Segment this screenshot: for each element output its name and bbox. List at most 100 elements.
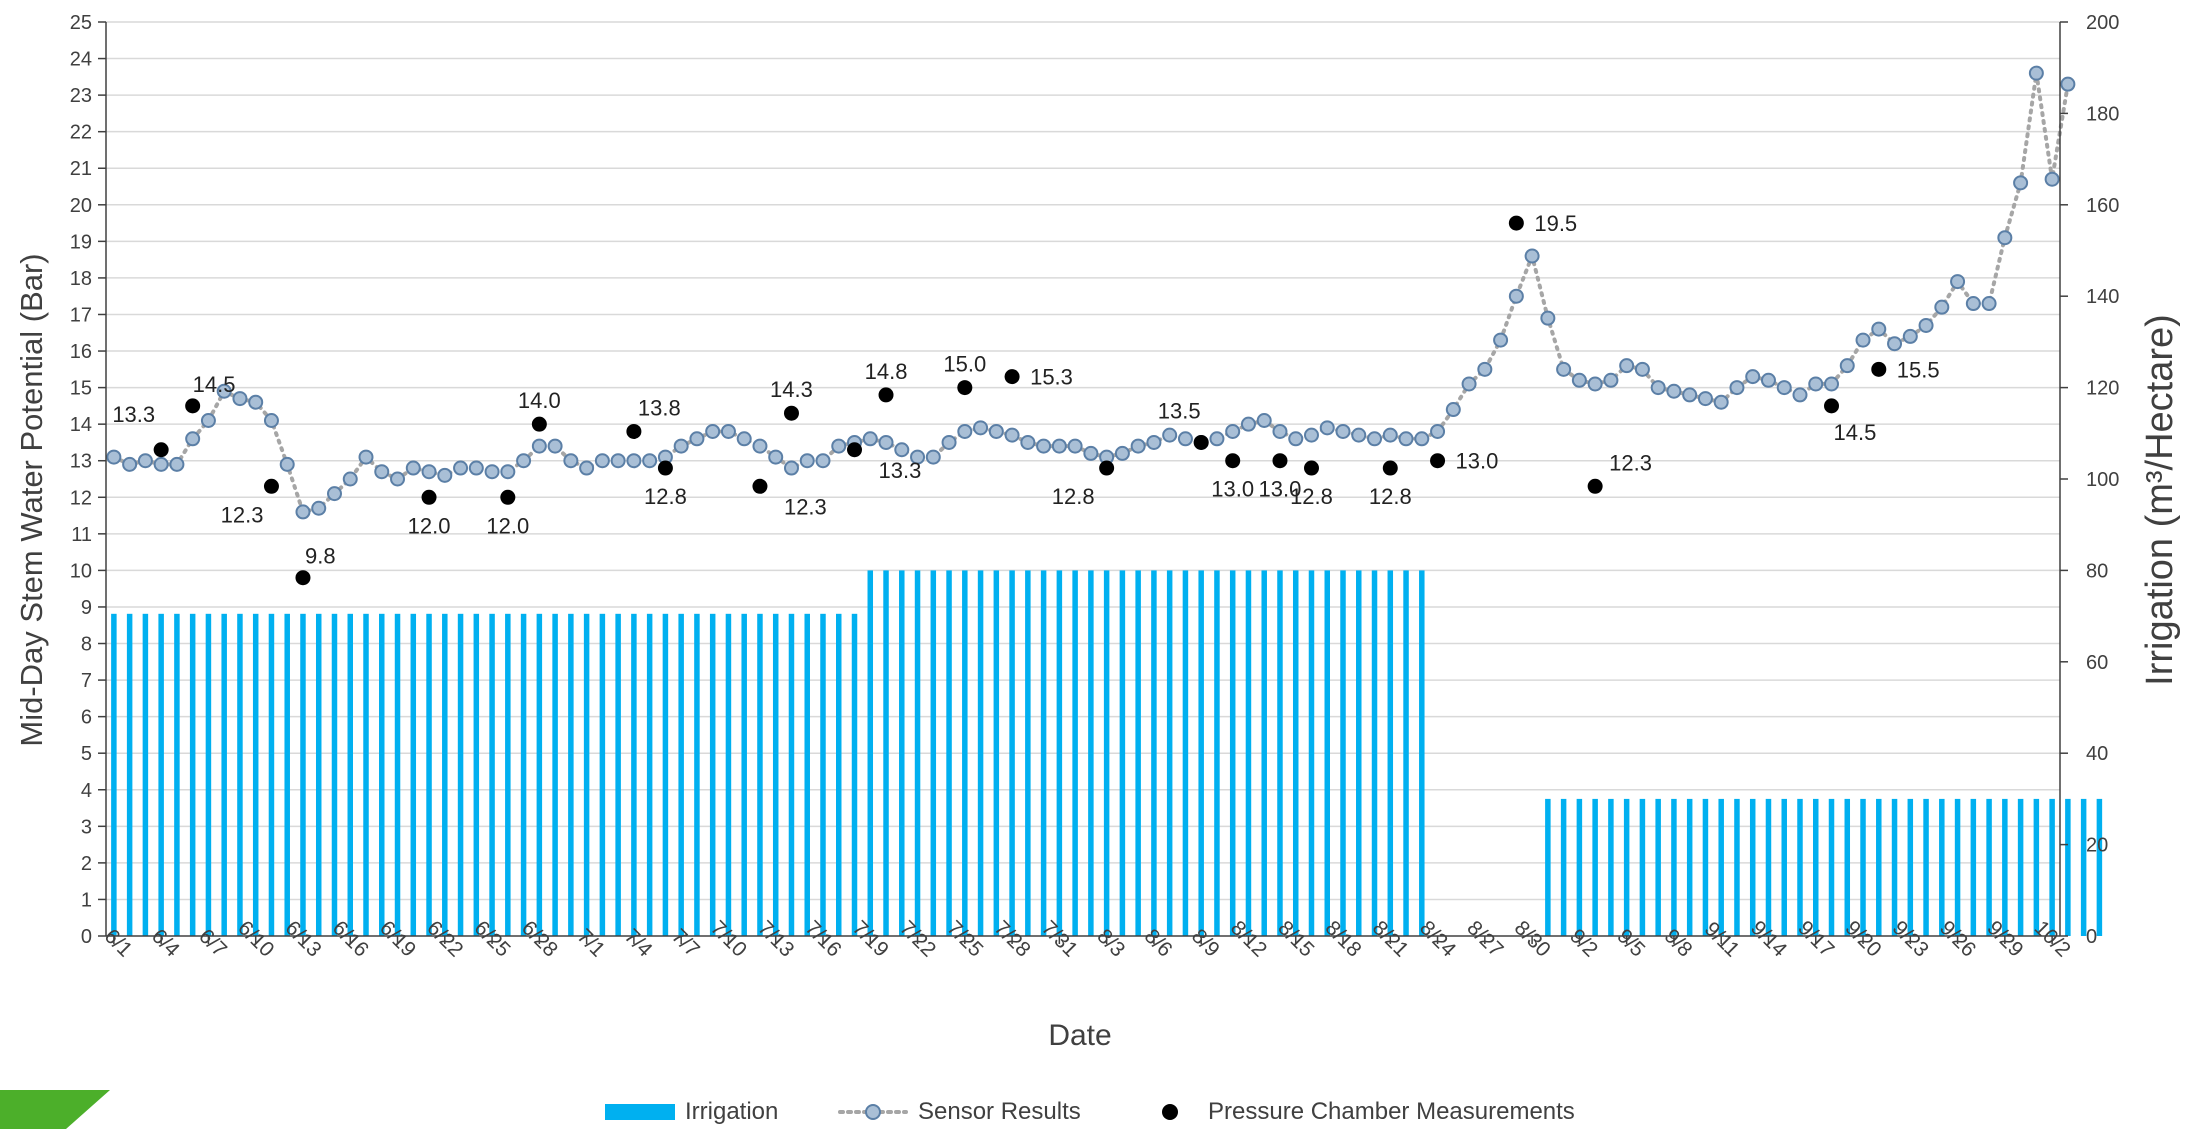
- sensor-point: [1603, 372, 1619, 388]
- irrigation-bar: [741, 613, 747, 936]
- irrigation-bar: [1261, 570, 1267, 936]
- irrigation-bar: [899, 570, 905, 936]
- sensor-point: [1414, 431, 1430, 447]
- irrigation-bar: [1340, 570, 1346, 936]
- irrigation-bar: [1813, 798, 1819, 936]
- pressure-data-label: 14.3: [770, 377, 813, 402]
- irrigation-bar: [1214, 570, 1220, 936]
- irrigation-bar: [1623, 798, 1630, 936]
- irrigation-bar: [442, 613, 448, 936]
- sensor-point: [1934, 299, 1950, 315]
- irrigation-bar: [1765, 798, 1772, 936]
- irrigation-bar: [2002, 798, 2008, 936]
- irrigation-bar: [1639, 798, 1646, 936]
- irrigation-bar: [1135, 570, 1141, 936]
- sensor-point: [988, 423, 1004, 439]
- sensor-point: [1745, 369, 1761, 385]
- sensor-point: [169, 456, 185, 472]
- sensor-point: [1824, 376, 1840, 392]
- irrigation-bar: [820, 613, 826, 936]
- sensor-point: [374, 464, 390, 480]
- sensor-point: [673, 438, 689, 454]
- left-tick-label: 11: [71, 524, 92, 546]
- pressure-data-label: 15.5: [1897, 357, 1940, 382]
- right-tick-label: 60: [2086, 652, 2108, 674]
- pressure-point: [878, 387, 894, 403]
- pressure-point: [153, 442, 169, 458]
- left-tick-label: 4: [81, 780, 92, 802]
- irrigation-bar: [709, 613, 716, 936]
- pressure-point: [1272, 453, 1288, 469]
- sensor-point: [405, 460, 421, 476]
- sensor-point: [1461, 376, 1477, 392]
- sensor-series: [106, 65, 2076, 520]
- irrigation-bar: [883, 570, 889, 936]
- sensor-point: [1556, 361, 1572, 377]
- pressure-point: [1303, 460, 1319, 476]
- sensor-point: [1981, 296, 1997, 312]
- legend-irrigation-swatch: [605, 1104, 675, 1120]
- irrigation-bar: [930, 570, 937, 936]
- left-axis-title: Mid-Day Stem Water Potential (Bar): [14, 253, 49, 746]
- pressure-point: [1824, 398, 1840, 414]
- sensor-point: [1303, 427, 1319, 443]
- legend: Irrigation Sensor Results Pressure Chamb…: [0, 1098, 2190, 1126]
- irrigation-bar: [772, 613, 779, 936]
- pressure-data-label: 14.0: [518, 388, 561, 413]
- sensor-point: [1477, 361, 1493, 377]
- sensor-point: [1997, 230, 2013, 246]
- irrigation-bar: [394, 613, 401, 936]
- irrigation-bar: [1324, 570, 1330, 936]
- irrigation-bars: [111, 570, 2103, 936]
- sensor-point: [1776, 380, 1792, 396]
- sensor-point: [279, 456, 295, 472]
- pressure-point: [1587, 478, 1603, 494]
- left-tick-label: 9: [81, 597, 92, 619]
- irrigation-bar: [1734, 798, 1740, 936]
- sensor-point: [153, 456, 169, 472]
- sensor-point: [1634, 361, 1650, 377]
- irrigation-bar: [473, 613, 480, 936]
- sensor-point: [563, 453, 579, 469]
- irrigation-bar: [1576, 798, 1583, 936]
- left-tick-label: 10: [70, 560, 92, 582]
- pressure-series: 13.3 14.5 12.3 9.8 12.0 12.0 14.0 13.8 12.8 12.3 1…: [112, 211, 1940, 586]
- sensor-point: [705, 423, 721, 439]
- sensor-point: [736, 431, 752, 447]
- sensor-point: [1650, 380, 1666, 396]
- sensor-point: [1272, 423, 1288, 439]
- irrigation-bar: [300, 613, 306, 936]
- sensor-point: [878, 434, 894, 450]
- sensor-point: [185, 431, 201, 447]
- pressure-data-label: 12.3: [1609, 450, 1652, 475]
- sensor-point: [1697, 391, 1713, 407]
- sensor-point: [1682, 387, 1698, 403]
- irrigation-bar: [1277, 570, 1283, 936]
- sensor-point: [2060, 76, 2076, 92]
- left-tick-label: 25: [70, 12, 92, 34]
- sensor-point: [200, 413, 216, 429]
- irrigation-bar: [1560, 798, 1567, 936]
- pressure-point: [752, 478, 768, 494]
- irrigation-bar: [1876, 798, 1882, 936]
- sensor-point: [1619, 358, 1635, 374]
- irrigation-bar: [205, 613, 212, 936]
- irrigation-bar: [2080, 798, 2087, 936]
- irrigation-bar: [1545, 798, 1551, 936]
- sensor-point: [1808, 376, 1824, 392]
- pressure-data-label: 15.0: [943, 352, 986, 377]
- irrigation-bar: [804, 613, 810, 936]
- irrigation-bar: [662, 613, 669, 936]
- pressure-point: [1225, 453, 1241, 469]
- sensor-point: [1713, 394, 1729, 410]
- pressure-point: [1382, 460, 1398, 476]
- irrigation-bar: [1781, 798, 1787, 936]
- pressure-data-label: 12.3: [221, 502, 264, 527]
- sensor-point: [1177, 431, 1193, 447]
- irrigation-bar: [1403, 570, 1409, 936]
- sensor-point: [1367, 431, 1383, 447]
- pressure-data-label: 14.5: [1834, 420, 1877, 445]
- pressure-data-label: 19.5: [1534, 211, 1577, 236]
- irrigation-bar: [142, 613, 149, 936]
